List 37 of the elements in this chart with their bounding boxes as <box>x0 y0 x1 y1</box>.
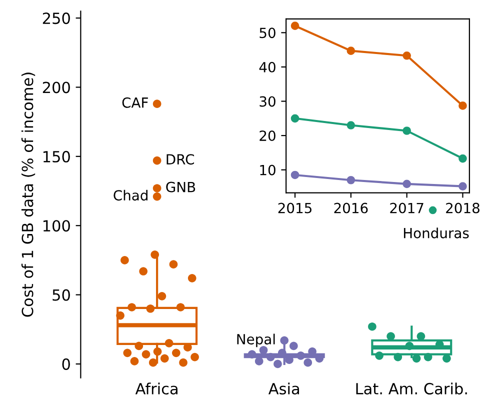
y-tick-label: 50 <box>52 289 70 301</box>
annotation: CAF <box>122 97 148 108</box>
y-tick-label: 200 <box>42 82 70 94</box>
point <box>402 126 411 135</box>
y-tick-label: 150 <box>43 150 70 162</box>
point <box>402 51 411 60</box>
y-tick-label: 10 <box>260 164 276 176</box>
y-axis-title: Cost of 1 GB data (% of income) <box>21 72 36 317</box>
point <box>346 46 356 56</box>
point <box>458 102 467 110</box>
x-tick-label: 2018 <box>446 202 480 214</box>
annotation: Chad <box>114 190 148 201</box>
x-tick-label: 2015 <box>278 202 312 214</box>
y-tick-label: 30 <box>260 96 276 107</box>
y-tick-label: 0 <box>62 358 70 370</box>
annotation: Nepal <box>237 334 275 348</box>
y-tick-label: 40 <box>259 62 276 72</box>
y-tick-label: 20 <box>260 130 276 142</box>
point <box>458 154 467 163</box>
annotation: GNB <box>166 182 196 192</box>
point <box>290 170 300 180</box>
x-tick-label: Africa <box>135 382 178 394</box>
point <box>290 22 300 30</box>
x-tick-label: Lat. Am. Carib. <box>356 382 467 394</box>
point <box>346 121 356 130</box>
x-tick-label: 2017 <box>390 202 424 214</box>
y-tick-label: 250 <box>42 12 70 24</box>
point <box>346 176 356 184</box>
y-tick-label: 100 <box>43 220 70 232</box>
x-tick-label: Asia <box>268 382 299 394</box>
x-tick-label: 2016 <box>334 202 368 214</box>
annotation: DRC <box>166 154 194 165</box>
point <box>458 182 467 190</box>
point <box>402 180 411 188</box>
y-tick-label: 50 <box>260 28 276 38</box>
point <box>290 114 300 123</box>
annotation: Honduras <box>404 228 469 238</box>
